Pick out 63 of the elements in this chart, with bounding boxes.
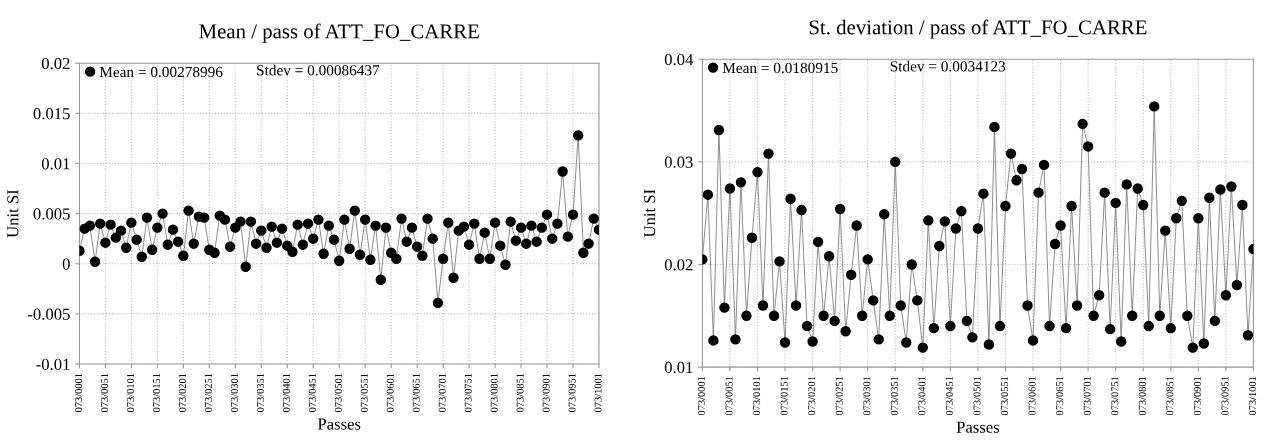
y-axis-title: Unit SI (644, 189, 656, 238)
x-tick-label: 073/0801 (490, 373, 498, 412)
y-tick-label: -0.005 (27, 308, 70, 320)
x-tick-label: 073/0451 (945, 376, 953, 416)
y-tick-label: 0.015 (33, 108, 70, 120)
annotation: Stdev = 0.0034123 (890, 60, 1006, 72)
x-tick-label: 073/0801 (1138, 376, 1146, 416)
chart-title: St. deviation / pass of ATT_FO_CARRE (809, 19, 1147, 39)
x-tick-label: 073/0401 (282, 373, 290, 412)
x-tick-label: 073/0251 (204, 373, 212, 412)
x-tick-label: 073/0951 (568, 373, 576, 412)
x-tick-label: 073/0301 (863, 376, 871, 416)
x-tick-label: 073/0951 (1221, 376, 1229, 416)
x-tick-label: 073/0351 (890, 376, 898, 416)
y-tick-label: 0.01 (664, 361, 693, 374)
x-tick-label: 073/0151 (780, 376, 788, 416)
x-tick-label: 073/0851 (516, 373, 524, 412)
y-tick-label: 0.005 (33, 208, 70, 220)
x-tick-label: 073/0051 (725, 376, 733, 416)
x-tick-label: 073/0501 (973, 376, 981, 416)
x-tick-label: 073/0901 (1193, 376, 1201, 416)
y-tick-label: 0 (62, 258, 70, 270)
chart-title: Mean / pass of ATT_FO_CARRE (199, 23, 479, 43)
y-tick-label: 0.02 (41, 57, 70, 70)
x-tick-label: 073/0701 (1083, 376, 1091, 416)
x-tick-label: 073/0751 (1111, 376, 1119, 416)
x-tick-label: 073/1001 (1249, 376, 1257, 416)
x-axis-title: Passes (317, 418, 361, 430)
x-tick-label: 073/0451 (308, 373, 316, 412)
x-tick-label: 073/0001 (75, 373, 83, 412)
y-tick-label: -0.01 (36, 358, 70, 371)
x-tick-label: 073/0201 (178, 373, 186, 412)
x-tick-label: 073/0851 (1166, 376, 1174, 416)
x-tick-label: 073/0151 (152, 373, 160, 412)
x-tick-label: 073/0751 (464, 373, 472, 412)
x-tick-label: 073/0701 (438, 373, 446, 412)
x-tick-label: 073/0401 (918, 376, 926, 416)
legend-label: Mean = 0.00278996 (99, 66, 223, 78)
x-tick-label: 073/0051 (101, 373, 109, 412)
y-tick-label: 0.03 (664, 156, 693, 168)
x-tick-label: 073/0551 (1001, 376, 1009, 416)
x-tick-label: 073/1001 (594, 373, 602, 412)
x-tick-label: 073/0351 (256, 373, 264, 412)
x-tick-label: 073/0651 (1056, 376, 1064, 416)
x-tick-label: 073/0101 (753, 376, 761, 416)
y-axis-title: Unit SI (7, 189, 19, 238)
x-tick-label: 073/0651 (412, 373, 420, 412)
x-tick-label: 073/0301 (230, 373, 238, 412)
legend-label: Mean = 0.0180915 (722, 62, 838, 74)
y-tick-label: 0.02 (664, 259, 693, 271)
x-tick-label: 073/0501 (334, 373, 342, 412)
x-axis-title: Passes (956, 421, 1000, 433)
x-tick-label: 073/0601 (386, 373, 394, 412)
x-tick-label: 073/0101 (126, 373, 134, 412)
x-tick-label: 073/0001 (697, 376, 705, 416)
x-tick-label: 073/0201 (808, 376, 816, 416)
x-tick-label: 073/0901 (542, 373, 550, 412)
annotation: Stdev = 0.00086437 (257, 64, 380, 76)
x-tick-label: 073/0601 (1028, 376, 1036, 416)
x-tick-label: 073/0551 (360, 373, 368, 412)
y-tick-label: 0.04 (664, 53, 694, 66)
x-tick-label: 073/0251 (835, 376, 843, 416)
y-tick-label: 0.01 (41, 158, 70, 170)
